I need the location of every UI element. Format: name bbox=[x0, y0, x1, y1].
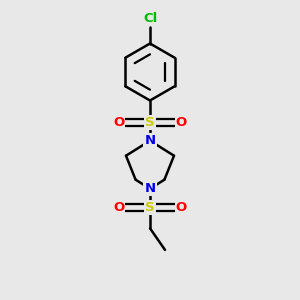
Text: O: O bbox=[176, 116, 187, 129]
Text: N: N bbox=[144, 134, 156, 147]
Text: Cl: Cl bbox=[143, 12, 157, 26]
Text: S: S bbox=[145, 201, 155, 214]
Text: O: O bbox=[113, 116, 124, 129]
Text: N: N bbox=[144, 182, 156, 195]
Text: O: O bbox=[113, 201, 124, 214]
Text: S: S bbox=[145, 116, 155, 129]
Text: O: O bbox=[176, 201, 187, 214]
